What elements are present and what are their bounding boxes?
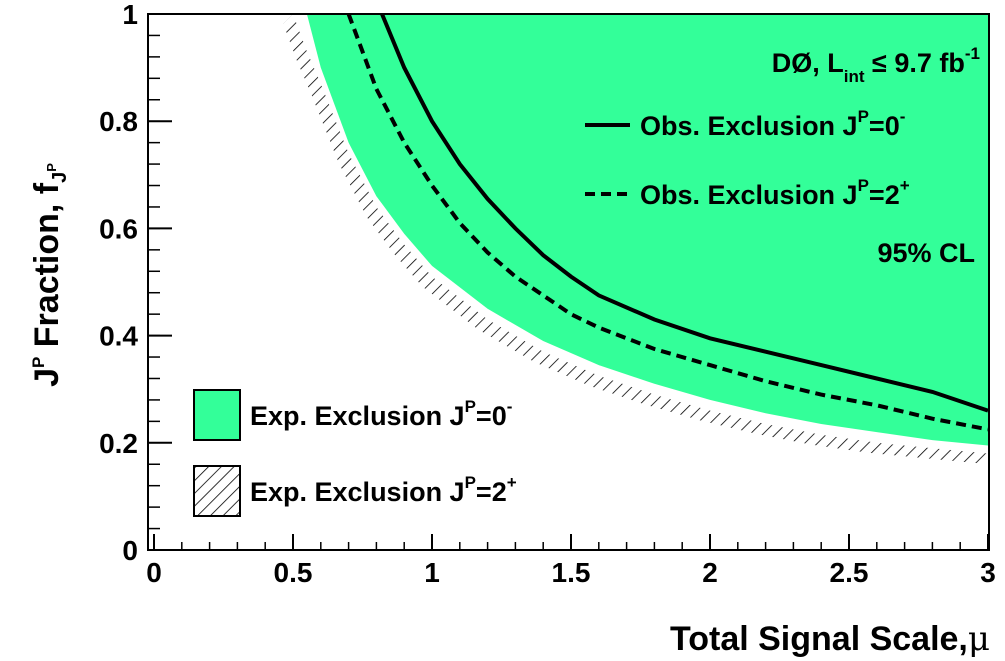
y-tick-label: 1: [122, 0, 138, 30]
experiment-label: DØ, Lint ≤ 9.7 fb-1: [772, 44, 980, 86]
x-tick-label: 2: [702, 557, 718, 588]
plot-frame: [147, 13, 990, 551]
x-tick-label: 0.5: [274, 557, 313, 588]
legend-exp-2: Exp. Exclusion JP=2+: [193, 465, 517, 517]
legend-exp-0-swatch: [193, 389, 241, 441]
legend-obs-0: Obs. Exclusion JP=0-: [585, 107, 905, 141]
obs-exclusion-2-line: [346, 14, 989, 432]
x-tick-label: 1.5: [552, 557, 591, 588]
legend-exp-2-label: Exp. Exclusion JP=2+: [250, 473, 517, 507]
y-axis-title: JP Fraction, fJP: [28, 163, 71, 387]
legend-exp-2-swatch: [193, 465, 241, 517]
x-axis: 0 0.5 1 1.5 2 2.5 3: [146, 534, 996, 588]
legend-obs-0-label: Obs. Exclusion JP=0-: [640, 107, 905, 141]
x-axis-title: Total Signal Scale,μ: [670, 619, 990, 659]
legend-exp-0-label: Exp. Exclusion JP=0-: [250, 397, 512, 431]
y-tick-label: 0.4: [99, 321, 138, 352]
x-tick-label: 0: [146, 557, 162, 588]
exp-exclusion-0-region: [306, 14, 988, 446]
y-tick-label: 0.6: [99, 213, 138, 244]
x-tick-label: 1: [424, 557, 440, 588]
x-tick-label: 3: [980, 557, 996, 588]
legend-obs-2: Obs. Exclusion JP=2+: [585, 176, 910, 210]
obs-exclusion-0-line: [380, 14, 989, 413]
legend-exp-0: Exp. Exclusion JP=0-: [193, 389, 512, 441]
confidence-level-label: 95% CL: [877, 238, 975, 268]
legend-obs-2-label: Obs. Exclusion JP=2+: [640, 176, 910, 210]
x-tick-label: 2.5: [830, 557, 869, 588]
y-tick-label: 0.2: [99, 428, 138, 459]
y-tick-label: 0: [122, 535, 138, 566]
y-tick-label: 0.8: [99, 106, 138, 137]
y-axis: 0 0.2 0.4 0.6 0.8 1: [99, 0, 172, 566]
plot-area: 0 0.5 1 1.5 2 2.5 3 0 0.2 0.4 0.6 0.8 1: [99, 0, 996, 588]
